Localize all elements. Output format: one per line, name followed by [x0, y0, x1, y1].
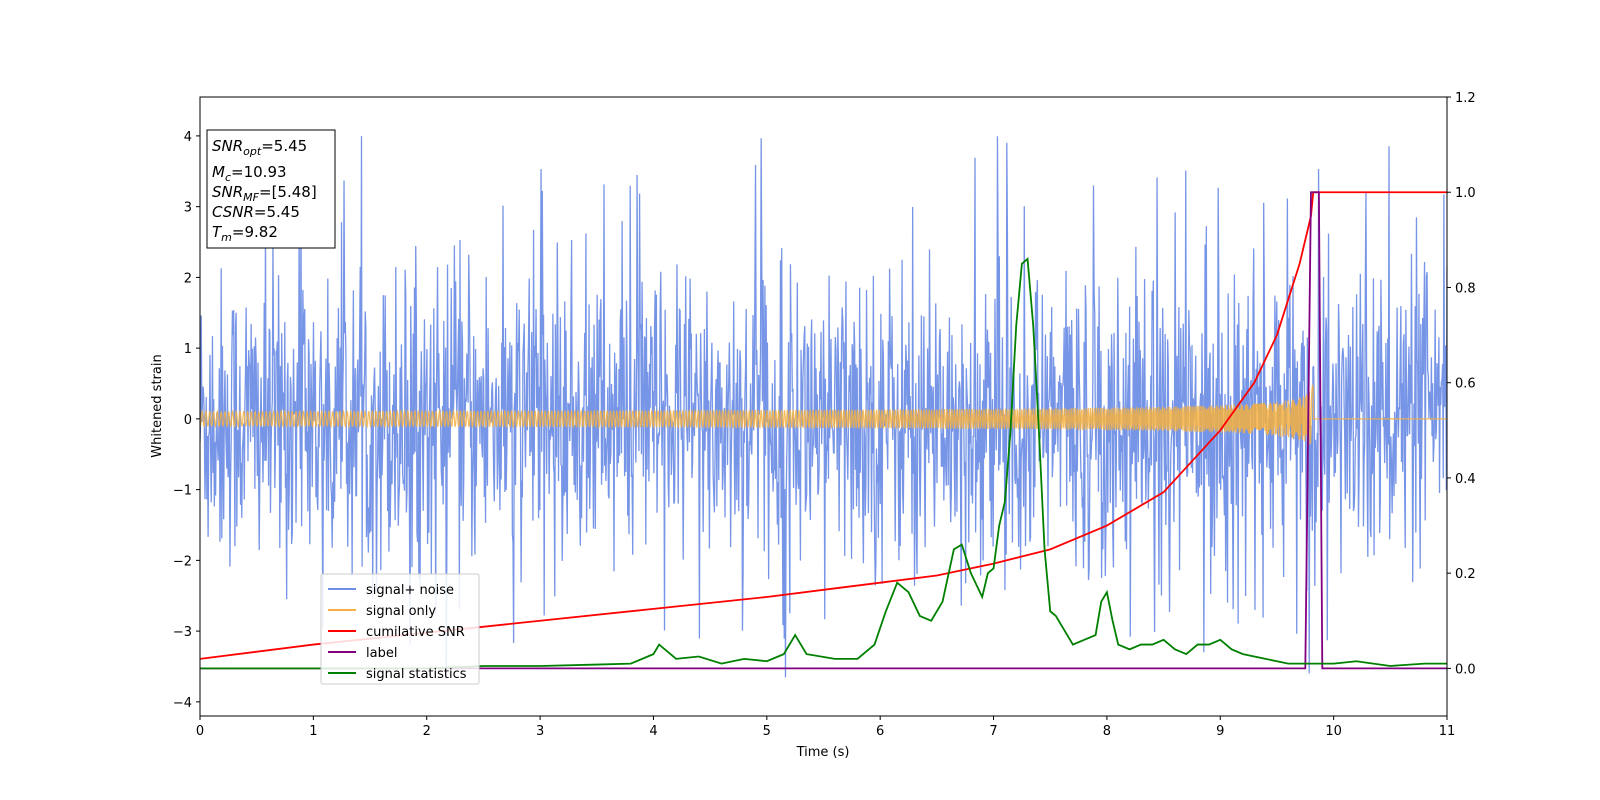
- x-tick-label: 6: [876, 724, 884, 739]
- y-tick-label: −2: [173, 554, 192, 569]
- legend-label-cumilative-snr: cumilative SNR: [366, 625, 465, 640]
- series-cumilative-snr-line: [200, 191, 1447, 660]
- y-tick-label: 2: [184, 271, 192, 286]
- y-tick-label: −4: [173, 696, 192, 711]
- series-signal-noise-line: [200, 136, 1447, 681]
- y-right-tick-label: 0.4: [1455, 472, 1476, 487]
- series-layer: [200, 136, 1447, 681]
- y-tick-label: 3: [184, 201, 192, 216]
- x-tick-label: 9: [1216, 724, 1224, 739]
- x-tick-label: 8: [1103, 724, 1111, 739]
- x-tick-label: 4: [649, 724, 657, 739]
- x-tick-label: 7: [989, 724, 997, 739]
- y-axis-title: Whitened strain: [150, 354, 165, 457]
- series-signal-statistics-line: [200, 257, 1447, 670]
- x-tick-label: 11: [1439, 724, 1456, 739]
- y-right-tick-label: 0.6: [1455, 377, 1476, 392]
- info-line-1: SNRopt=5.45: [212, 137, 307, 158]
- info-line-2: Mc=10.93: [212, 163, 287, 184]
- info-line-3: SNRMF=[5.48]: [212, 183, 317, 204]
- x-axis-title: Time (s): [796, 745, 850, 760]
- legend-label-signal-only: signal only: [366, 604, 436, 619]
- y-right-tick-label: 0.0: [1455, 662, 1476, 677]
- x-tick-label: 10: [1325, 724, 1342, 739]
- plot-frame: [199, 96, 1448, 717]
- series-signal-only-line: [200, 383, 1447, 446]
- y-right-tick-label: 0.8: [1455, 281, 1476, 296]
- x-tick-label: 2: [423, 724, 431, 739]
- y-right-tick-label: 0.2: [1455, 567, 1476, 582]
- series-label-line: [200, 191, 1447, 670]
- info-box: SNRopt=5.45 Mc=10.93SNRMF=[5.48]CSNR=5.45…: [206, 129, 336, 249]
- legend-label-signal-statistics: signal statistics: [366, 667, 467, 682]
- info-box-frame: [206, 129, 336, 249]
- x-tick-label: 1: [309, 724, 317, 739]
- ticks-layer: 0 1 2 3 4 5 6 7 8 9 10 11 −4 −3 −2 −1 0 1 2 3 4 0.0 0.2 0.4 0.6 0…: [173, 91, 1476, 739]
- x-tick-label: 0: [196, 724, 204, 739]
- x-tick-label: 5: [763, 724, 771, 739]
- y-right-tick-label: 1.2: [1455, 91, 1476, 106]
- legend-label-label: label: [366, 646, 397, 661]
- y-tick-label: 1: [184, 342, 192, 357]
- info-line-4: CSNR=5.45: [212, 203, 300, 221]
- y-tick-label: 0: [184, 413, 192, 428]
- y-tick-label: 4: [184, 130, 192, 145]
- y-right-tick-label: 1.0: [1455, 186, 1476, 201]
- x-tick-label: 3: [536, 724, 544, 739]
- y-tick-label: −1: [173, 484, 192, 499]
- legend: signal+ noise signal only cumilative SNR la…: [320, 573, 480, 685]
- info-line-5: Tm=9.82: [212, 223, 278, 244]
- y-tick-label: −3: [173, 625, 192, 640]
- legend-frame: [320, 573, 480, 685]
- legend-label-signal-noise: signal+ noise: [366, 583, 454, 598]
